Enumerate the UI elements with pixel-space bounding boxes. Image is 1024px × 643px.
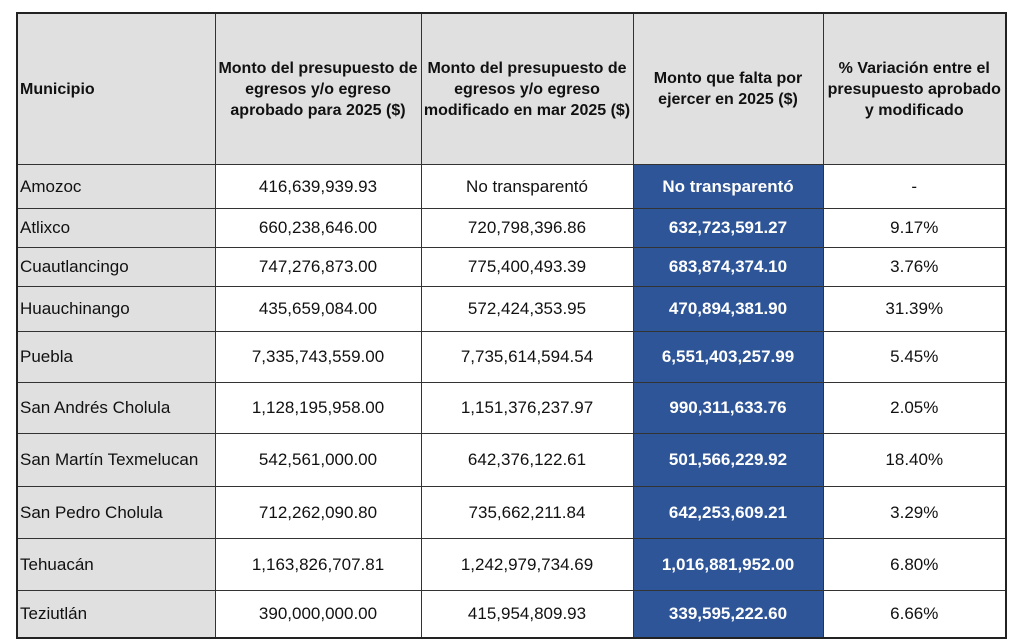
cell-approved: 712,262,090.80: [214, 486, 422, 539]
cell-municipio: Amozoc: [16, 164, 216, 209]
cell-municipio: San Pedro Cholula: [16, 486, 216, 539]
cell-municipio: Cuautlancingo: [16, 247, 216, 287]
cell-approved: 416,639,939.93: [214, 164, 422, 209]
cell-modified: No transparentó: [420, 164, 634, 209]
cell-variation: -: [822, 164, 1007, 209]
table-row: Teziutlán 390,000,000.00 415,954,809.93 339…: [16, 590, 1007, 638]
table-row: San Andrés Cholula 1,128,195,958.00 1,151,…: [16, 382, 1007, 434]
header-row: Municipio Monto del presupuesto de egres…: [16, 12, 1007, 165]
header-approved: Monto del presupuesto de egresos y/o egr…: [214, 12, 422, 165]
cell-variation: 3.76%: [822, 247, 1007, 287]
cell-approved: 435,659,084.00: [214, 286, 422, 332]
cell-variation: 2.05%: [822, 382, 1007, 434]
cell-approved: 747,276,873.00: [214, 247, 422, 287]
cell-remaining: 642,253,609.21: [632, 486, 824, 539]
cell-remaining: 632,723,591.27: [632, 208, 824, 248]
cell-variation: 5.45%: [822, 331, 1007, 383]
cell-modified: 7,735,614,594.54: [420, 331, 634, 383]
cell-variation: 3.29%: [822, 486, 1007, 539]
cell-modified: 642,376,122.61: [420, 433, 634, 487]
cell-municipio: Puebla: [16, 331, 216, 383]
cell-municipio: Atlixco: [16, 208, 216, 248]
cell-modified: 1,242,979,734.69: [420, 538, 634, 591]
header-variation: % Variación entre el presupuesto aprobad…: [822, 12, 1007, 165]
cell-remaining: 339,595,222.60: [632, 590, 824, 638]
cell-modified: 415,954,809.93: [420, 590, 634, 638]
cell-approved: 7,335,743,559.00: [214, 331, 422, 383]
cell-remaining: 1,016,881,952.00: [632, 538, 824, 591]
header-remaining: Monto que falta por ejercer en 2025 ($): [632, 12, 824, 165]
cell-approved: 660,238,646.00: [214, 208, 422, 248]
table-row: San Pedro Cholula 712,262,090.80 735,662,2…: [16, 486, 1007, 539]
cell-approved: 390,000,000.00: [214, 590, 422, 638]
table-row: Cuautlancingo 747,276,873.00 775,400,493.3…: [16, 247, 1007, 287]
cell-variation: 31.39%: [822, 286, 1007, 332]
cell-municipio: Huauchinango: [16, 286, 216, 332]
cell-variation: 9.17%: [822, 208, 1007, 248]
table-row: Tehuacán 1,163,826,707.81 1,242,979,734.69…: [16, 538, 1007, 591]
cell-remaining: 683,874,374.10: [632, 247, 824, 287]
cell-municipio: San Andrés Cholula: [16, 382, 216, 434]
cell-modified: 1,151,376,237.97: [420, 382, 634, 434]
cell-approved: 542,561,000.00: [214, 433, 422, 487]
cell-variation: 6.66%: [822, 590, 1007, 638]
cell-variation: 18.40%: [822, 433, 1007, 487]
cell-modified: 572,424,353.95: [420, 286, 634, 332]
cell-remaining: 6,551,403,257.99: [632, 331, 824, 383]
table-row: Amozoc 416,639,939.93 No transparentó No tr…: [16, 164, 1007, 209]
cell-remaining: 501,566,229.92: [632, 433, 824, 487]
cell-approved: 1,128,195,958.00: [214, 382, 422, 434]
table-row: Puebla 7,335,743,559.00 7,735,614,594.54 6,…: [16, 331, 1007, 383]
cell-approved: 1,163,826,707.81: [214, 538, 422, 591]
table-row: Huauchinango 435,659,084.00 572,424,353.95…: [16, 286, 1007, 332]
table-row: Atlixco 660,238,646.00 720,798,396.86 632,7…: [16, 208, 1007, 248]
table-row: San Martín Texmelucan 542,561,000.00 642,3…: [16, 433, 1007, 487]
cell-modified: 720,798,396.86: [420, 208, 634, 248]
cell-modified: 775,400,493.39: [420, 247, 634, 287]
budget-table: Municipio Monto del presupuesto de egres…: [16, 12, 1007, 639]
cell-modified: 735,662,211.84: [420, 486, 634, 539]
cell-municipio: Teziutlán: [16, 590, 216, 638]
cell-municipio: San Martín Texmelucan: [16, 433, 216, 487]
cell-remaining: 470,894,381.90: [632, 286, 824, 332]
cell-remaining: 990,311,633.76: [632, 382, 824, 434]
cell-variation: 6.80%: [822, 538, 1007, 591]
cell-municipio: Tehuacán: [16, 538, 216, 591]
header-modified: Monto del presupuesto de egresos y/o egr…: [420, 12, 634, 165]
header-municipio: Municipio: [16, 12, 216, 165]
cell-remaining: No transparentó: [632, 164, 824, 209]
